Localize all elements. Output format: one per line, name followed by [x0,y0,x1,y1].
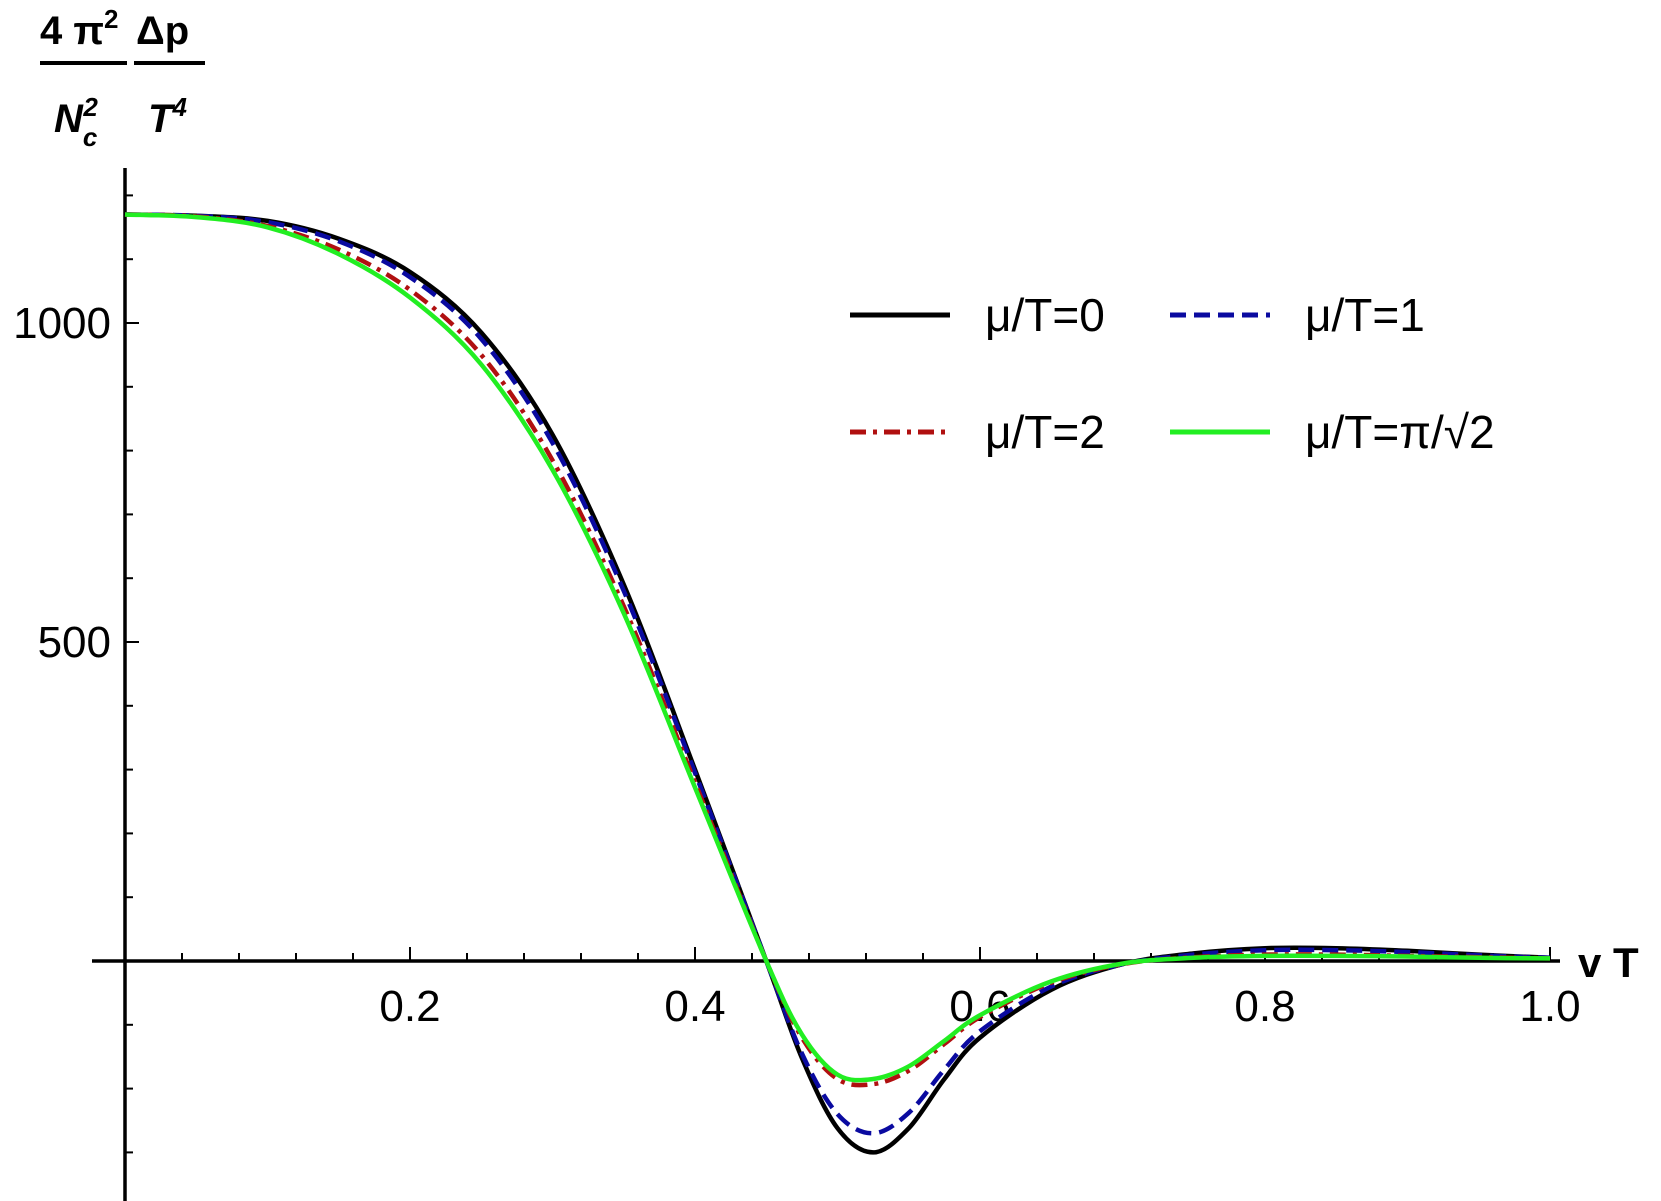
legend-label-1: μ/T=1 [1305,289,1425,341]
x-tick-label: 1.0 [1519,982,1580,1031]
ylabel-den-a: Nc2 [54,92,98,152]
series-group [124,212,1551,1155]
axes [92,168,1560,1201]
series-line-3 [124,212,1551,1083]
series-line-0 [124,212,1551,1155]
x-tick-label: 0.2 [379,982,440,1031]
ylabel-num-b: Δp [136,9,189,53]
y-tick-label: 1000 [13,299,111,348]
legend-label-0: μ/T=0 [985,289,1105,341]
series-line-1 [124,212,1551,1136]
legend-label-3: μ/T=π/√2 [1305,406,1495,458]
x-tick-label: 0.4 [664,982,725,1031]
x-tick-label: 0.8 [1234,982,1295,1031]
y-tick-label: 500 [38,618,111,667]
y-axis-label: 4 π2 Nc2 Δp T4 [40,4,205,152]
ylabel-num-a: 4 π2 [40,4,118,53]
x-axis-title: v T [1578,939,1639,986]
ylabel-den-b: T4 [148,92,187,141]
legend: μ/T=0 μ/T=1 μ/T=2 μ/T=π/√2 [850,289,1495,458]
legend-label-2: μ/T=2 [985,406,1105,458]
